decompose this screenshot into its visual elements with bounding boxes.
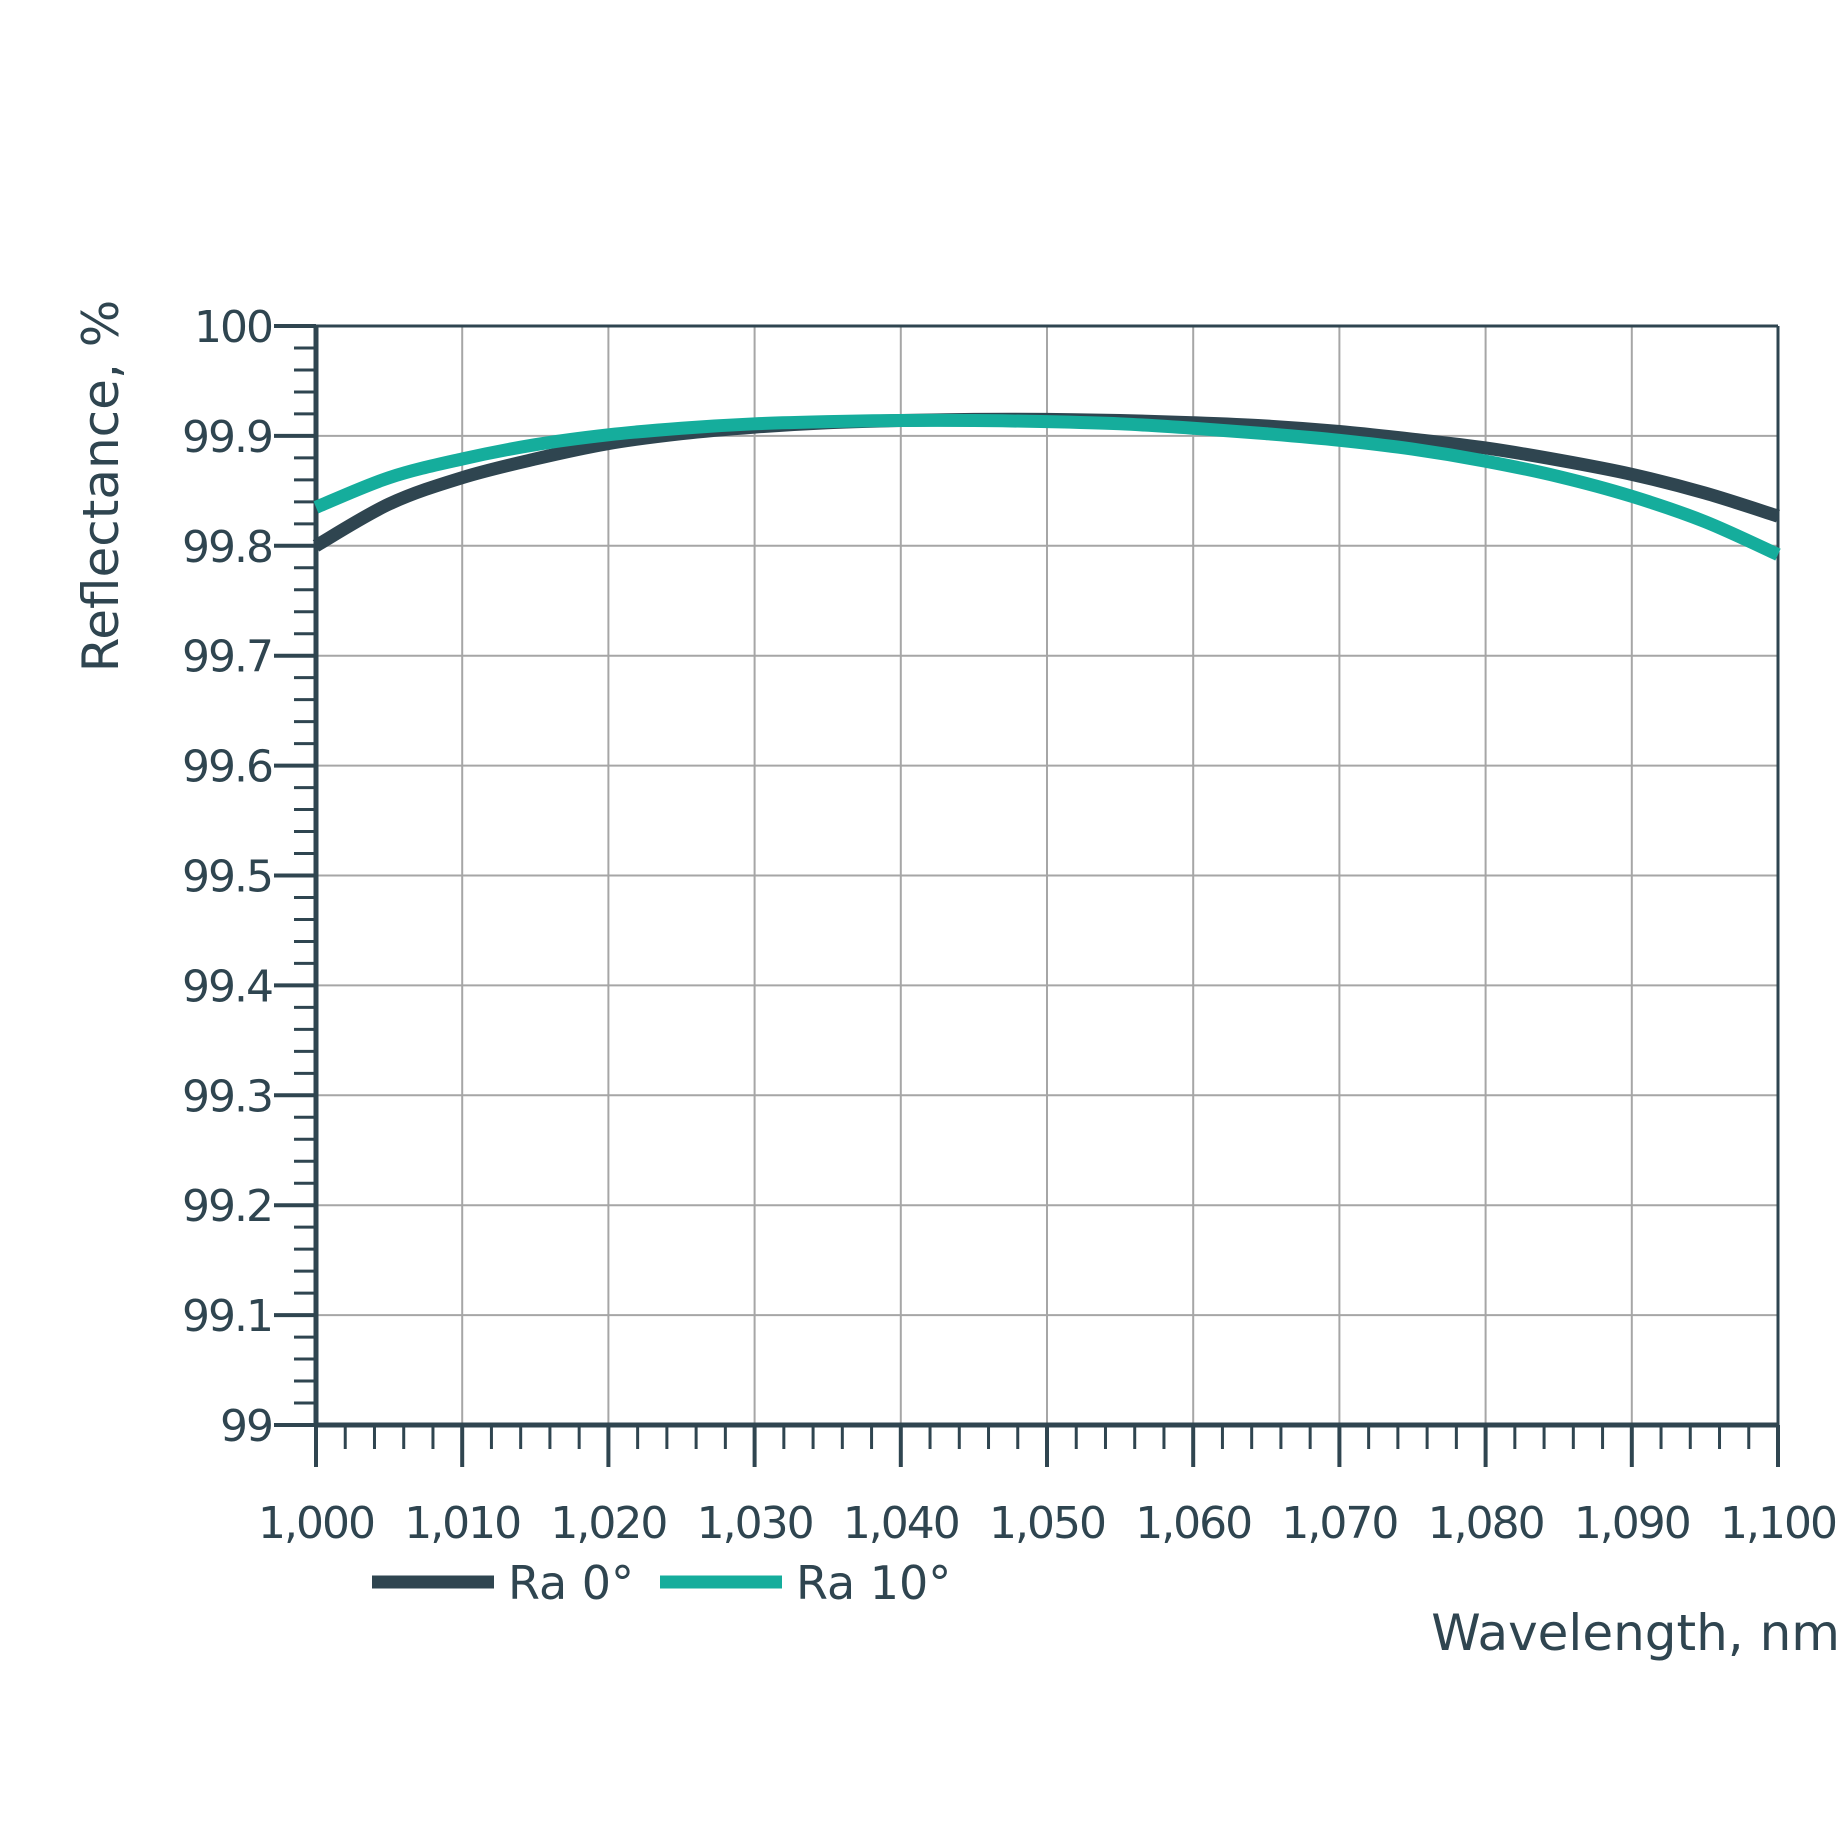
x-tick-label: 1,020: [550, 1498, 666, 1549]
x-tick-label: 1,070: [1281, 1498, 1397, 1549]
x-tick-label: 1,040: [843, 1498, 959, 1549]
series-line-ra-10: [313, 413, 1781, 561]
x-tick-label: 1,000: [258, 1498, 374, 1549]
x-tick-label: 1,030: [697, 1498, 813, 1549]
x-tick-label: 1,010: [404, 1498, 520, 1549]
x-tick-label: 1,100: [1720, 1498, 1836, 1549]
y-tick-label: 99.8: [182, 522, 272, 573]
legend-label-ra-10: Ra 10°: [796, 1556, 951, 1610]
y-tick-label: 99.9: [182, 412, 272, 463]
legend-label-ra-0: Ra 0°: [508, 1556, 634, 1610]
y-tick-label: 100: [194, 302, 272, 353]
y-tick-label: 99: [220, 1401, 272, 1452]
y-tick-label: 99.2: [182, 1181, 272, 1232]
series-lines: [312, 412, 1781, 561]
y-tick-label: 99.6: [182, 742, 272, 793]
y-tick-label: 99.5: [182, 852, 272, 903]
grid: [316, 326, 1778, 1425]
x-tick-label: 1,080: [1428, 1498, 1544, 1549]
x-tick-label: 1,050: [989, 1498, 1105, 1549]
tick-labels: 99 99.1 99.2 99.3 99.4 99.5 99.6 99.7 99.8 99.9 10…: [182, 302, 1838, 1549]
x-tick-label: 1,090: [1574, 1498, 1690, 1549]
legend: Ra 0° Ra 10°: [372, 1556, 951, 1610]
y-axis-title: Reflectance, %: [72, 300, 130, 673]
y-tick-label: 99.1: [182, 1291, 272, 1342]
axis-ticks: [274, 324, 1780, 1467]
y-tick-label: 99.3: [182, 1071, 272, 1122]
y-tick-label: 99.4: [182, 961, 272, 1012]
x-axis-title: Wavelength, nm: [1431, 1604, 1840, 1662]
y-tick-label: 99.7: [182, 632, 272, 683]
x-tick-label: 1,060: [1135, 1498, 1251, 1549]
